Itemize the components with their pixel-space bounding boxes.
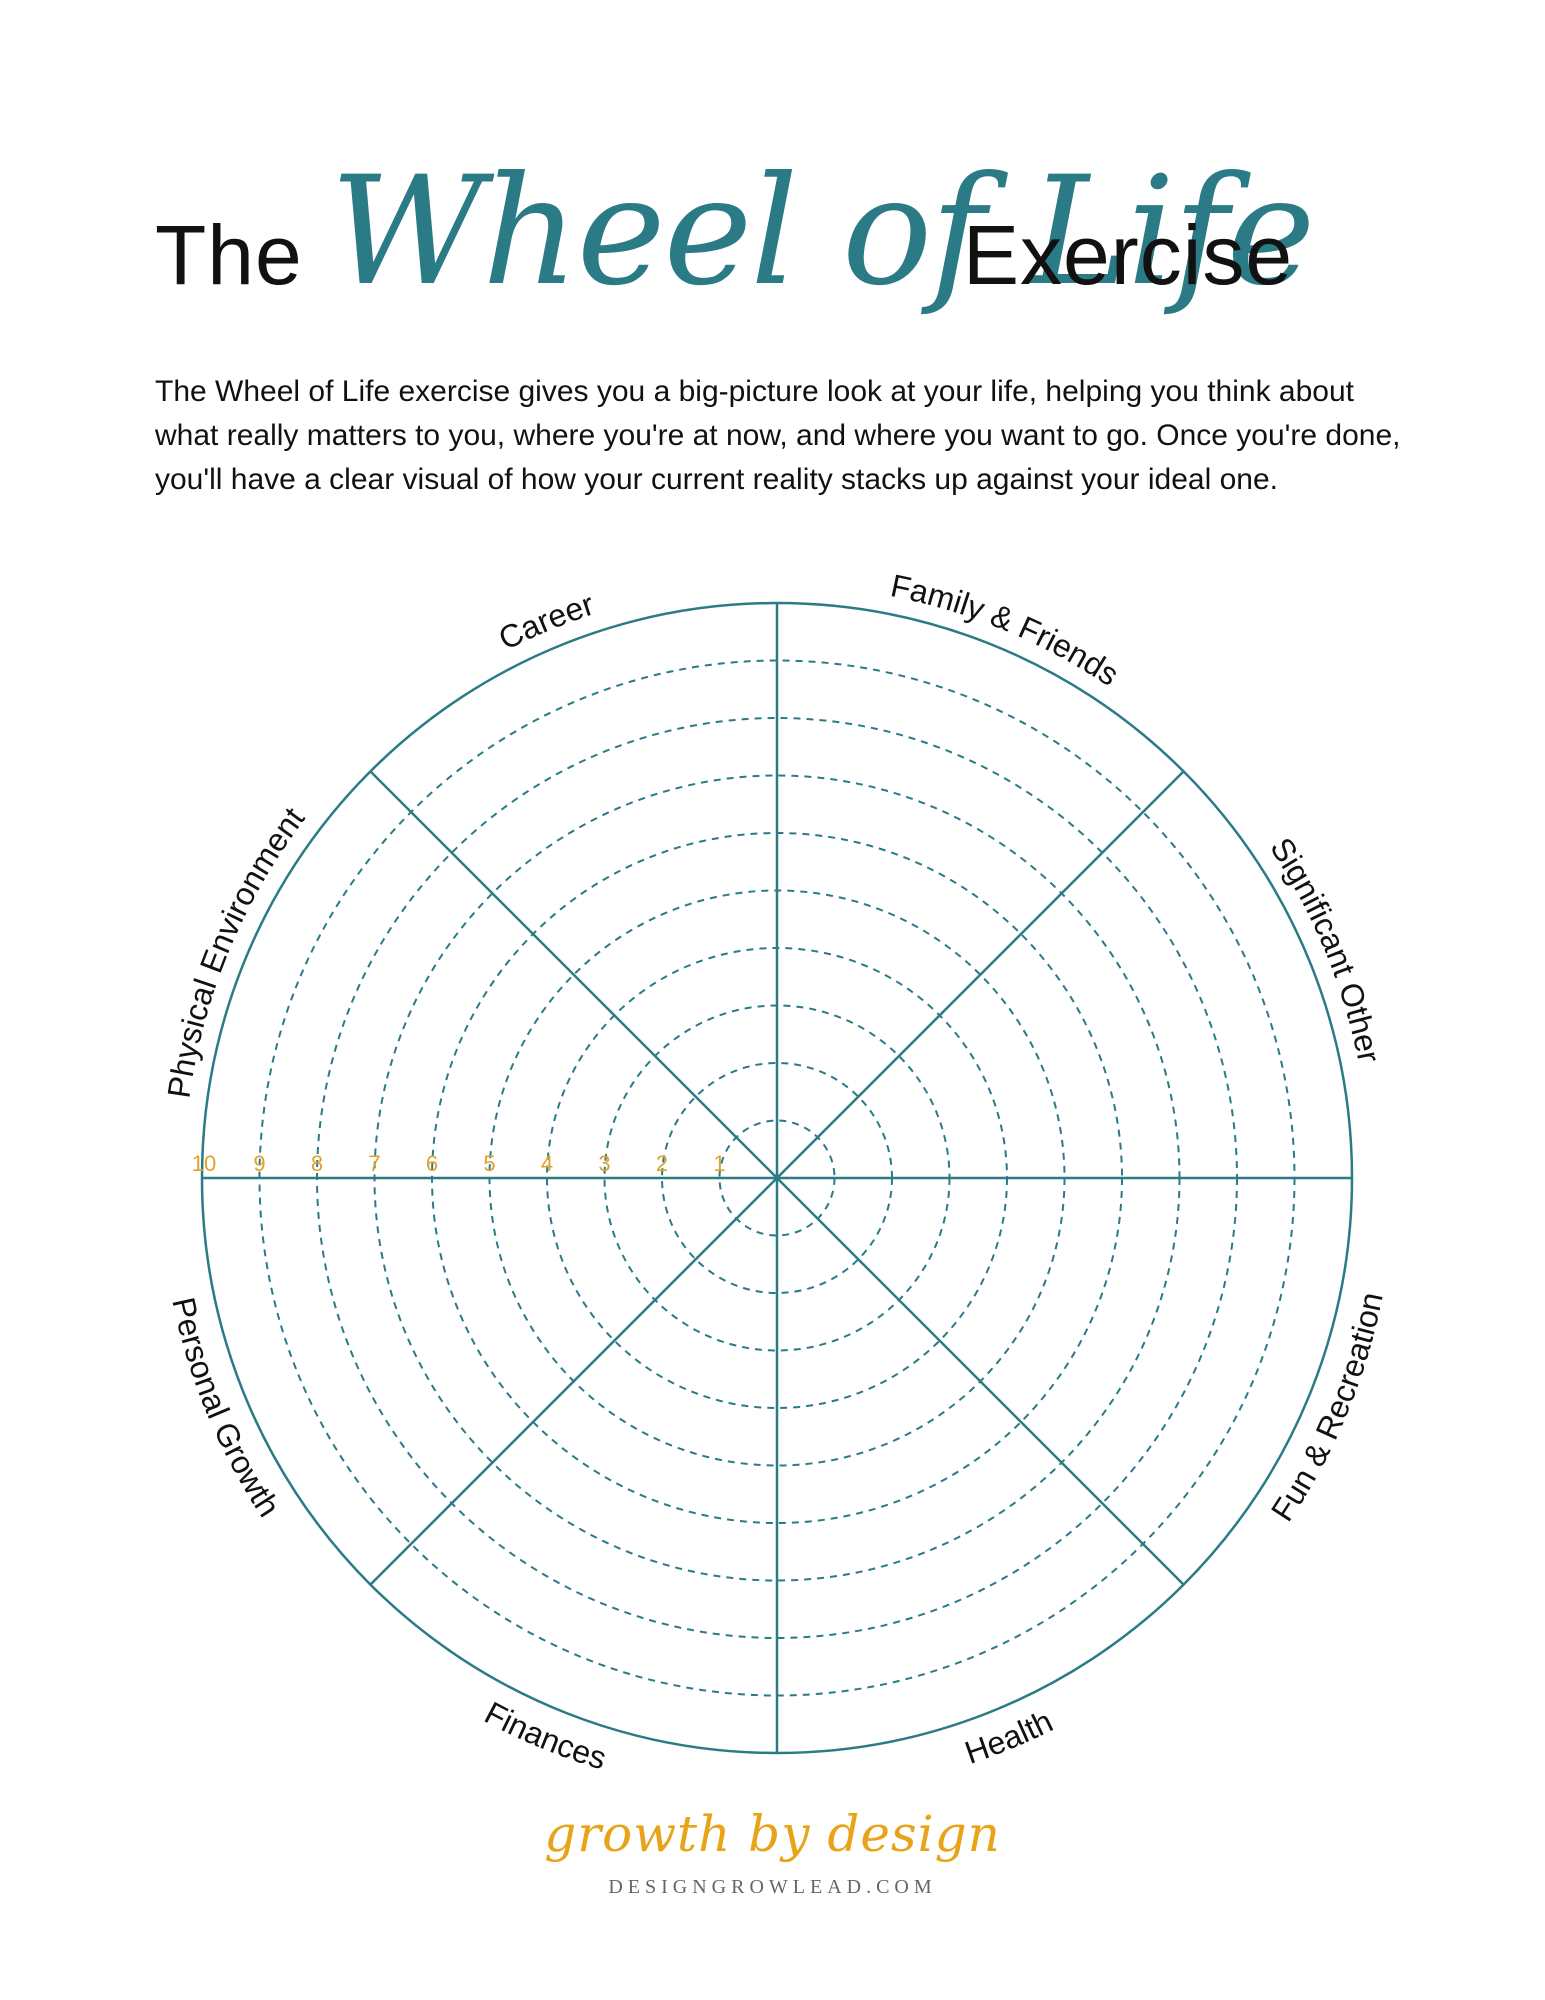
scale-number-5: 5	[483, 1151, 495, 1176]
intro-paragraph: The Wheel of Life exercise gives you a b…	[155, 375, 1401, 496]
title-exercise: Exercise	[963, 208, 1294, 302]
segment-label-personal-growth: Personal Growth	[165, 1294, 287, 1523]
scale-number-10: 10	[192, 1151, 216, 1176]
title-the: The	[155, 208, 303, 302]
segment-label-finances: Finances	[479, 1694, 611, 1776]
title-wheel-of-life: Wheel of Life	[330, 145, 1315, 319]
segment-label-family-friends: Family & Friends	[888, 567, 1126, 693]
scale-number-4: 4	[541, 1151, 553, 1176]
scale-number-9: 9	[253, 1151, 265, 1176]
scale-number-3: 3	[598, 1151, 610, 1176]
segment-label-fun-recreation: Fun & Recreation	[1264, 1289, 1390, 1527]
brand-logo-url: DESIGNGROWLEAD.COM	[608, 1876, 937, 1898]
scale-number-2: 2	[656, 1151, 668, 1176]
segment-label-health: Health	[960, 1703, 1058, 1771]
scale-number-6: 6	[426, 1151, 438, 1176]
wheel-divider-line	[369, 770, 1185, 1586]
segment-label-career: Career	[493, 586, 599, 657]
segment-label-significant-other: Significant Other	[1263, 831, 1387, 1066]
brand-logo-script: growth by design	[544, 1805, 1001, 1863]
scale-number-1: 1	[713, 1151, 725, 1176]
scale-number-8: 8	[311, 1151, 323, 1176]
page-title: The Wheel of Life Exercise	[155, 145, 1395, 375]
segment-label-physical-environment: Physical Environment	[160, 801, 311, 1101]
scale-number-7: 7	[368, 1151, 380, 1176]
